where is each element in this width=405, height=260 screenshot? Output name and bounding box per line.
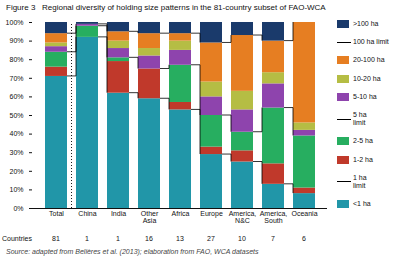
svg-text:7: 7 [271,235,275,242]
svg-text:90%: 90% [9,37,23,44]
svg-text:America,N&C: America,N&C [229,210,257,224]
html-text:1-2 ha: 1-2 ha [353,155,373,163]
svg-text:OtherAsia: OtherAsia [141,210,159,224]
svg-text:America,South: America,South [260,210,288,224]
svg-text:Oceania: Oceania [291,210,317,217]
html-text:5-10 ha: 5-10 ha [353,92,377,100]
svg-text:Countries: Countries [2,235,32,242]
html-text:2-5 ha: 2-5 ha [353,137,373,145]
html-text:<1 ha: <1 ha [353,200,371,207]
html-text:5 ha limit: 5 ha limit [353,111,367,127]
html-text:100 ha limit: 100 ha limit [353,38,389,46]
html-text:>100 ha: >100 ha [353,20,379,27]
html-text:Source: adapted from Belières: Source: adapted from Belières et al. (20… [6,248,259,255]
svg-text:100%: 100% [6,19,24,26]
html-text:1 ha limit: 1 ha limit [353,173,367,189]
svg-text:Europe: Europe [200,210,223,218]
svg-text:1: 1 [85,235,89,242]
svg-text:20%: 20% [9,168,23,175]
svg-text:81: 81 [52,235,60,242]
svg-text:30%: 30% [9,149,23,156]
svg-text:10%: 10% [9,186,23,193]
svg-text:80%: 80% [9,56,23,63]
svg-text:0%: 0% [13,205,23,212]
svg-text:6: 6 [302,235,306,242]
svg-text:13: 13 [176,235,184,242]
svg-text:16: 16 [145,235,153,242]
svg-text:70%: 70% [9,75,23,82]
svg-text:27: 27 [207,235,215,242]
svg-text:1: 1 [116,235,120,242]
svg-text:India: India [111,210,126,217]
svg-text:40%: 40% [9,130,23,137]
svg-text:60%: 60% [9,93,23,100]
html-text:20-100 ha: 20-100 ha [353,56,385,64]
svg-text:10: 10 [238,235,246,242]
html-text:Figure 3 Regional diversity of: Figure 3 Regional diversity of holding s… [6,3,326,12]
svg-text:Total: Total [49,210,64,217]
svg-text:Africa: Africa [172,210,190,217]
html-text:10-20 ha: 10-20 ha [353,74,381,82]
svg-text:China: China [78,210,96,217]
svg-text:50%: 50% [9,112,23,119]
